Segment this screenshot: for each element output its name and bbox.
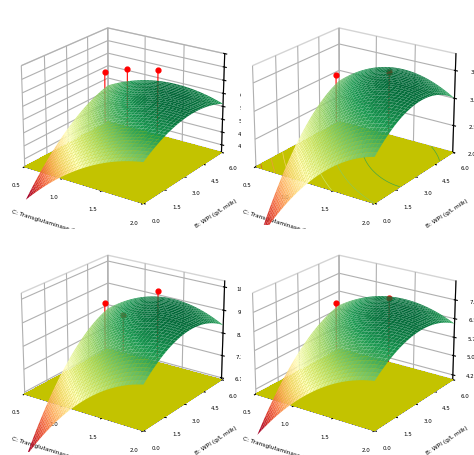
X-axis label: C: Transglutaminase (U/g protein): C: Transglutaminase (U/g protein) [10,435,107,455]
X-axis label: C: Transglutaminase (U/g protein): C: Transglutaminase (U/g protein) [242,435,338,455]
Y-axis label: B: WPI (g/L milk): B: WPI (g/L milk) [194,425,238,455]
X-axis label: C: Transglutaminase (U/g protein): C: Transglutaminase (U/g protein) [10,209,107,243]
X-axis label: C: Transglutaminase (U/g protein): C: Transglutaminase (U/g protein) [242,209,338,243]
Y-axis label: B: WPI (g/L milk): B: WPI (g/L milk) [426,425,469,455]
Y-axis label: B: WPI (g/L milk): B: WPI (g/L milk) [426,197,469,228]
Y-axis label: B: WPI (g/L milk): B: WPI (g/L milk) [194,197,238,228]
